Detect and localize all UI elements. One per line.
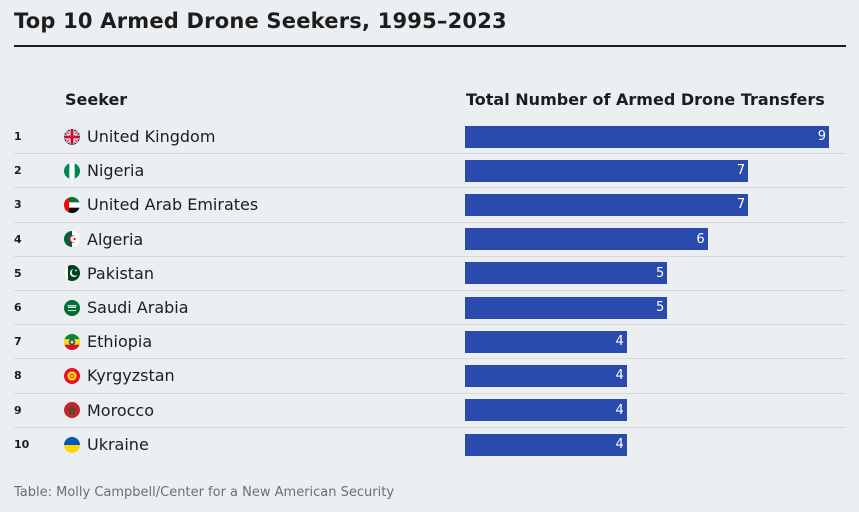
algeria-flag-icon xyxy=(64,231,80,248)
table-row: 6 Saudi Arabia 5 xyxy=(14,291,846,326)
source-note: Table: Molly Campbell/Center for a New A… xyxy=(14,485,395,500)
bar: 4 xyxy=(465,364,627,387)
table-row: 8 Kyrgyzstan 4 xyxy=(14,359,846,394)
bar: 5 xyxy=(465,296,668,319)
uk-flag-icon xyxy=(64,128,80,145)
country-name: Nigeria xyxy=(87,161,145,181)
table-row: 4 Algeria 6 xyxy=(14,223,846,257)
table-row: 5 Pakistan 5 xyxy=(14,257,846,291)
country-name: Algeria xyxy=(87,229,144,249)
column-header-seeker: Seeker xyxy=(65,90,128,109)
rank-label: 10 xyxy=(14,438,30,452)
country-name: Ukraine xyxy=(87,435,149,455)
bar: 4 xyxy=(465,399,627,422)
bar-value-label: 4 xyxy=(615,368,624,384)
rank-label: 8 xyxy=(14,369,22,383)
bar-value-label: 7 xyxy=(736,163,746,179)
ukraine-flag-icon xyxy=(64,436,80,453)
table-row: 2 Nigeria 7 xyxy=(14,154,846,189)
rank-label: 7 xyxy=(14,335,22,349)
uae-flag-icon xyxy=(64,196,80,213)
bar-value-label: 4 xyxy=(615,402,624,418)
saudi-arabia-flag-icon xyxy=(64,299,80,316)
country-name: United Kingdom xyxy=(87,127,216,147)
table-row: 10 Ukraine 4 xyxy=(14,428,846,462)
table-row: 3 United Arab Emirates 7 xyxy=(14,188,846,223)
bar-value-label: 5 xyxy=(655,300,665,316)
rank-label: 6 xyxy=(14,301,22,315)
rank-label: 9 xyxy=(14,403,22,417)
chart-title: Top 10 Armed Drone Seekers, 1995–2023 xyxy=(14,9,507,33)
bar: 5 xyxy=(465,262,668,285)
country-name: Pakistan xyxy=(87,263,154,283)
rank-label: 3 xyxy=(14,198,22,212)
kyrgyzstan-flag-icon xyxy=(64,367,80,384)
title-divider xyxy=(14,45,846,47)
rank-label: 2 xyxy=(14,164,22,178)
country-name: Saudi Arabia xyxy=(87,298,189,318)
bar: 7 xyxy=(465,159,749,182)
bar: 9 xyxy=(465,125,829,148)
bar: 4 xyxy=(465,330,627,353)
nigeria-flag-icon xyxy=(64,162,80,179)
bar-value-label: 9 xyxy=(817,129,826,145)
table-row: 7 Ethiopia 4 xyxy=(14,325,846,360)
rank-label: 4 xyxy=(14,232,22,246)
bar-value-label: 6 xyxy=(696,231,705,247)
table-body: 1 United Kingdom 9 2 Nigeria 7 3 United Arab Em… xyxy=(14,120,846,462)
ethiopia-flag-icon xyxy=(64,333,80,350)
bar: 7 xyxy=(465,193,749,216)
rank-label: 1 xyxy=(14,130,22,144)
country-name: United Arab Emirates xyxy=(87,195,259,215)
country-name: Kyrgyzstan xyxy=(87,366,175,386)
table-row: 9 Morocco 4 xyxy=(14,394,846,428)
country-name: Ethiopia xyxy=(87,332,153,352)
bar: 6 xyxy=(465,228,708,251)
table-row: 1 United Kingdom 9 xyxy=(14,120,846,155)
country-name: Morocco xyxy=(87,400,154,420)
bar-value-label: 7 xyxy=(736,197,746,213)
bar-value-label: 5 xyxy=(655,265,665,281)
column-header-total: Total Number of Armed Drone Transfers xyxy=(466,90,825,109)
bar-value-label: 4 xyxy=(615,334,624,350)
rank-label: 5 xyxy=(14,266,22,280)
bar: 4 xyxy=(465,433,627,456)
morocco-flag-icon xyxy=(64,402,80,419)
bar-value-label: 4 xyxy=(615,437,624,453)
pakistan-flag-icon xyxy=(64,265,80,282)
